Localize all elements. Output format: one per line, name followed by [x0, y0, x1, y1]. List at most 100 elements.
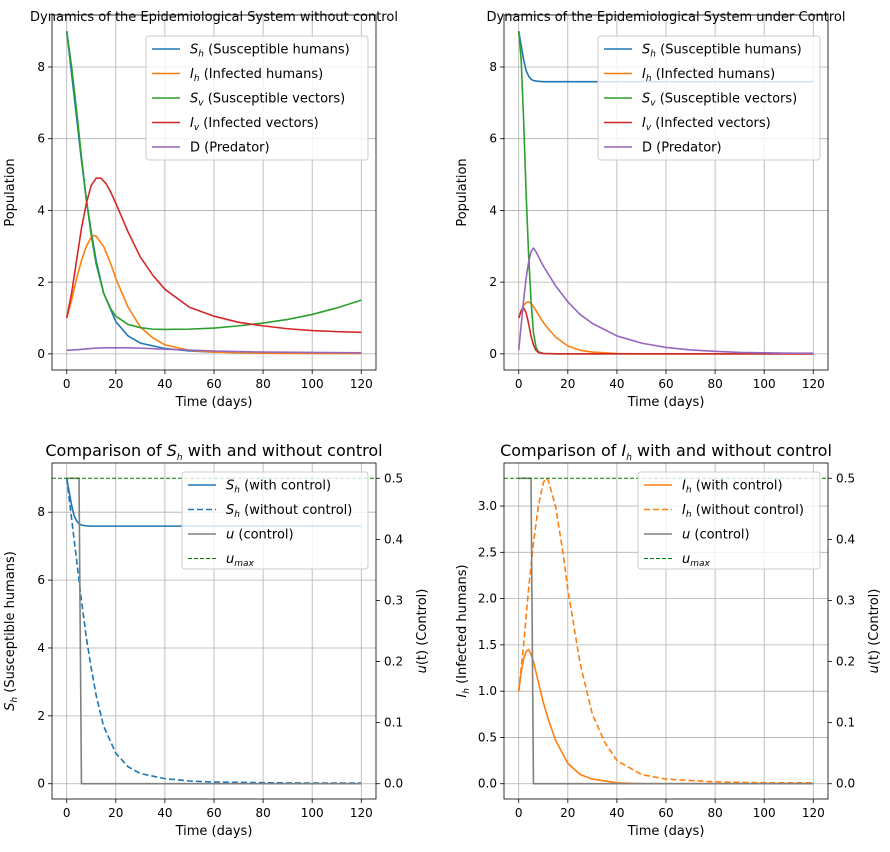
legend-label: Sh (Susceptible humans)	[190, 43, 350, 60]
legend-label: Ih (Infected humans)	[642, 67, 775, 84]
x-tick-label: 100	[753, 806, 776, 820]
y2-tick-label: 0.5	[836, 471, 855, 485]
plot-area	[65, 31, 362, 355]
x-tick-label: 60	[206, 377, 221, 391]
x-tick-label: 60	[206, 806, 221, 820]
y-tick-label: 4	[37, 203, 45, 217]
x-tick-label: 60	[658, 806, 673, 820]
x-tick-label: 40	[609, 377, 624, 391]
legend-label: umax	[226, 552, 255, 569]
y-tick-label: 2.0	[478, 592, 497, 606]
x-tick-label: 120	[350, 806, 373, 820]
legend: Sh (Susceptible humans) Ih (Infected huma…	[597, 35, 821, 161]
x-tick-label: 0	[515, 806, 523, 820]
y-tick-label: 0	[489, 347, 497, 361]
y-tick-label: 8	[37, 60, 45, 74]
series-line-ih-1	[517, 477, 814, 784]
y2-tick-label: 0.1	[836, 716, 855, 730]
chart-title: Comparison of Ih with and without contro…	[500, 441, 832, 463]
y-tick-label: 2	[37, 275, 45, 289]
y-tick-label: 2	[37, 709, 45, 723]
series-line-ih-1	[65, 234, 362, 355]
y-tick-label: 3.0	[478, 499, 497, 513]
y-tick-label: 6	[489, 132, 497, 146]
legend: Ih (with control) Ih (without control) u (…	[637, 471, 821, 570]
x-tick-label: 120	[802, 377, 825, 391]
y2-tick-label: 0.4	[836, 532, 855, 546]
y-tick-label: 1.0	[478, 684, 497, 698]
legend-label: u (control)	[226, 528, 294, 543]
x-axis-label: Time (days)	[175, 824, 253, 839]
y-tick-label: 1.5	[478, 638, 497, 652]
x-axis-label: Time (days)	[627, 824, 705, 839]
x-tick-label: 20	[560, 377, 575, 391]
x-tick-label: 20	[108, 806, 123, 820]
legend: Sh (Susceptible humans) Ih (Infected huma…	[145, 35, 369, 161]
chart-panel-3: 0 20 40 60 80 100 120 0 2 4 6 8 0.0 0.1 0.2 0.3 0.4 0.5 Ti…	[3, 441, 430, 839]
y2-tick-label: 0.3	[384, 593, 403, 607]
y2-tick-label: 0.4	[384, 532, 403, 546]
x-tick-label: 80	[255, 377, 270, 391]
legend-label: D (Predator)	[190, 141, 270, 156]
x-tick-label: 120	[350, 377, 373, 391]
chart-title: Dynamics of the Epidemiological System u…	[486, 10, 845, 25]
y-tick-label: 6	[37, 132, 45, 146]
x-tick-label: 0	[63, 377, 71, 391]
x-tick-label: 20	[560, 806, 575, 820]
series-line-d-4	[517, 247, 814, 354]
y2-axis-label: u(t) (Control)	[415, 589, 430, 674]
legend: Sh (with control) Sh (without control) u (…	[181, 471, 369, 570]
x-tick-label: 100	[753, 377, 776, 391]
series-line-sv-2	[65, 31, 362, 331]
x-tick-label: 80	[255, 806, 270, 820]
y-axis-label: Ih (Infected humans)	[455, 564, 472, 697]
y-tick-label: 2.5	[478, 545, 497, 559]
x-tick-label: 100	[301, 377, 324, 391]
chart-panel-4: 0 20 40 60 80 100 120 0.0 0.5 1.0 1.5 2.0 2.5 3.0 0.0 0…	[455, 441, 882, 839]
series-line-iv-3	[65, 177, 362, 334]
x-tick-label: 0	[515, 377, 523, 391]
legend-label: umax	[682, 552, 711, 569]
x-tick-label: 0	[63, 806, 71, 820]
y-tick-label: 8	[37, 505, 45, 519]
y2-tick-label: 0.5	[384, 471, 403, 485]
y-tick-label: 8	[489, 60, 497, 74]
y2-tick-label: 0.0	[384, 777, 403, 791]
legend-label: D (Predator)	[642, 141, 722, 156]
x-tick-label: 80	[707, 377, 722, 391]
chart-panel-1: 0 20 40 60 80 100 120 0 2 4 6 8 Time (days) Populatio…	[3, 10, 398, 410]
x-tick-label: 80	[707, 806, 722, 820]
y2-tick-label: 0.1	[384, 716, 403, 730]
x-tick-label: 20	[108, 377, 123, 391]
plot-area	[517, 31, 814, 355]
legend-label: Sh (with control)	[226, 479, 331, 496]
x-axis-label: Time (days)	[627, 395, 705, 410]
y-axis-label: Population	[3, 158, 18, 226]
legend-frame	[597, 35, 821, 161]
y-tick-label: 4	[37, 641, 45, 655]
y-tick-label: 0	[37, 777, 45, 791]
chart-title: Dynamics of the Epidemiological System w…	[30, 10, 398, 25]
y-tick-label: 0.0	[478, 777, 497, 791]
x-tick-label: 120	[802, 806, 825, 820]
legend-label: Sh (without control)	[226, 503, 352, 520]
x-tick-label: 40	[157, 377, 172, 391]
legend-label: Sv (Susceptible vectors)	[190, 92, 345, 109]
y2-tick-label: 0.0	[836, 777, 855, 791]
y2-tick-label: 0.2	[384, 655, 403, 669]
y2-axis-label: u(t) (Control)	[867, 589, 882, 674]
legend-label: Ih (Infected humans)	[190, 67, 323, 84]
legend-label: Sv (Susceptible vectors)	[642, 92, 797, 109]
legend-label: Ih (without control)	[682, 503, 804, 520]
legend-label: Iv (Infected vectors)	[642, 116, 771, 133]
y2-tick-label: 0.2	[836, 655, 855, 669]
legend-label: Iv (Infected vectors)	[190, 116, 319, 133]
chart-panel-2: 0 20 40 60 80 100 120 0 2 4 6 8 Time (days) Populatio…	[455, 10, 846, 410]
x-tick-label: 60	[658, 377, 673, 391]
y2-tick-label: 0.3	[836, 593, 855, 607]
series-line-iv-3	[517, 307, 814, 355]
y-tick-label: 2	[489, 275, 497, 289]
x-axis-label: Time (days)	[175, 395, 253, 410]
x-tick-label: 40	[609, 806, 624, 820]
